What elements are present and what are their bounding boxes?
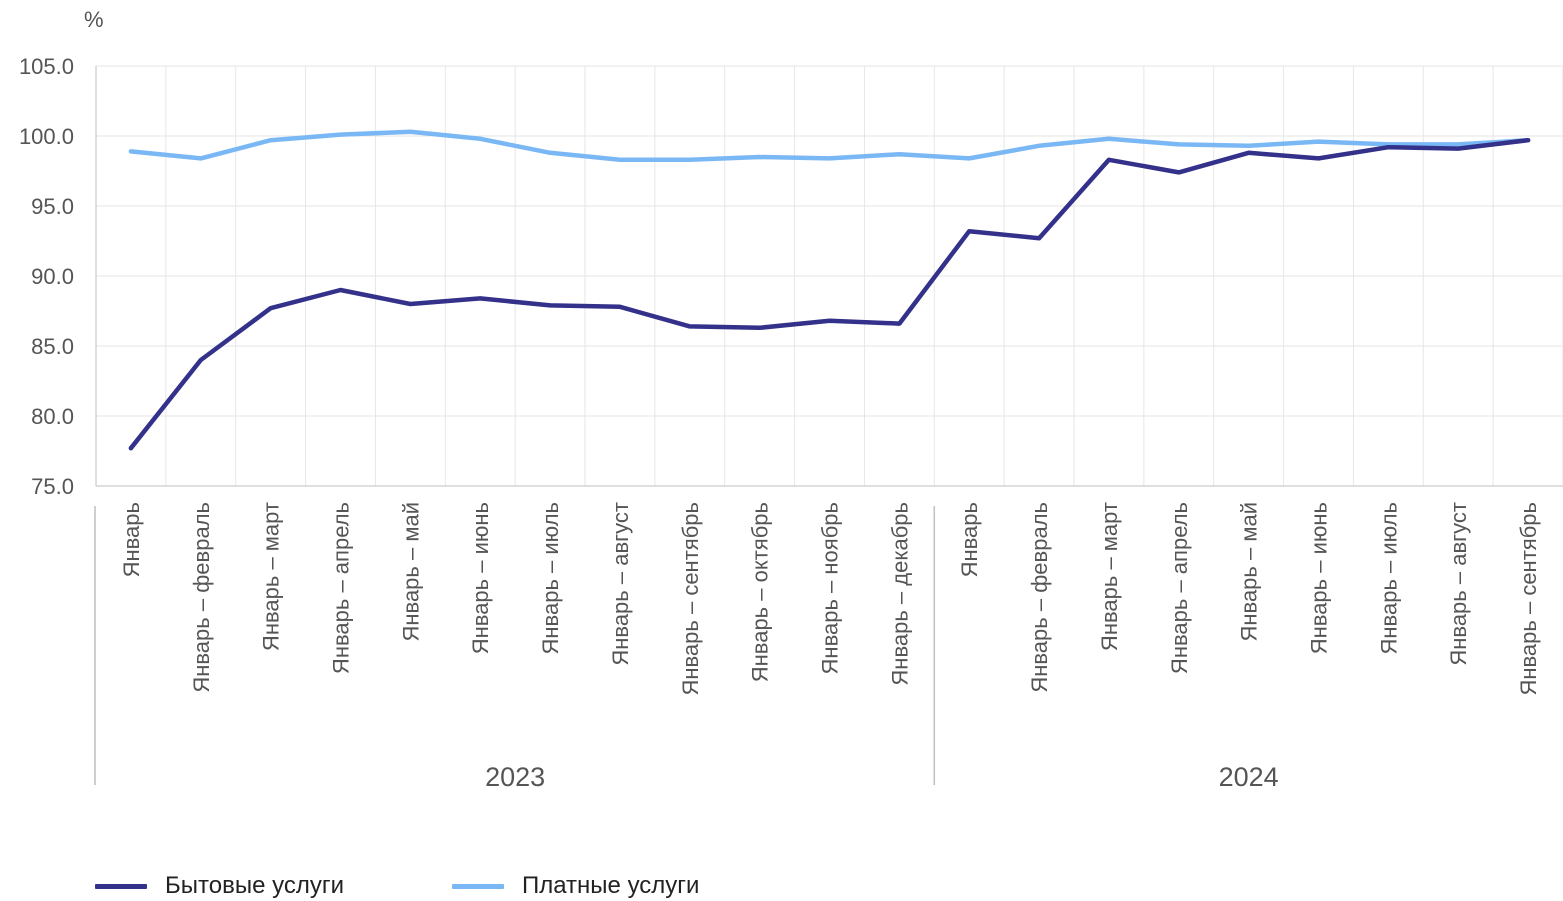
year-group-label: 2024 (1219, 762, 1279, 792)
x-tick-label: Январь – июнь (468, 502, 493, 654)
legend: Бытовые услуги Платные услуги (95, 872, 807, 900)
axes (94, 66, 1563, 785)
x-tick-label: Январь – декабрь (887, 502, 912, 686)
x-tick-label: Январь – август (1446, 502, 1471, 666)
y-tick-label: 75.0 (31, 474, 74, 499)
year-group-label: 2023 (485, 762, 545, 792)
x-tick-label: Январь – май (1237, 502, 1262, 642)
x-tick-label: Январь – май (398, 502, 423, 642)
y-tick-label: 80.0 (31, 404, 74, 429)
series-line-0 (128, 137, 1531, 451)
series-line-1 (128, 129, 1531, 163)
y-tick-label: 95.0 (31, 194, 74, 219)
legend-swatch-1 (451, 883, 504, 889)
x-tick-label: Январь – ноябрь (818, 502, 843, 674)
x-tick-label: Январь – июнь (1307, 502, 1332, 654)
x-tick-label: Январь (119, 502, 144, 577)
x-tick-label: Январь – сентябрь (678, 502, 703, 696)
x-axis-year-labels: 2023 2024 (485, 762, 1279, 792)
x-tick-label: Январь – март (1097, 502, 1122, 651)
y-tick-label: 85.0 (31, 334, 74, 359)
x-tick-label: Январь – март (259, 502, 284, 651)
x-tick-label: Январь – февраль (189, 502, 214, 693)
legend-label-0: Бытовые услуги (165, 872, 344, 899)
x-tick-label: Январь – сентябрь (1516, 502, 1541, 696)
legend-item-1: Платные услуги (451, 872, 700, 900)
x-tick-label: Январь – апрель (329, 502, 354, 674)
x-tick-label: Январь – июль (538, 502, 563, 654)
y-axis-tick-labels: 75.0 80.0 85.0 90.0 95.0 100.0 105.0 (19, 54, 74, 499)
horizontal-gridlines (96, 65, 1563, 487)
x-tick-label: Январь – август (608, 502, 633, 666)
x-tick-label: Январь (957, 502, 982, 577)
y-tick-label: 100.0 (19, 124, 74, 149)
legend-item-0: Бытовые услуги (95, 872, 344, 900)
x-tick-label: Январь – февраль (1027, 502, 1052, 693)
y-tick-label: 105.0 (19, 54, 74, 79)
x-tick-label: Январь – октябрь (748, 502, 773, 682)
y-tick-label: 90.0 (31, 264, 74, 289)
legend-swatch-0 (95, 883, 147, 889)
x-tick-label: Январь – апрель (1167, 502, 1192, 674)
series-lines (128, 129, 1531, 451)
x-axis-tick-labels: Январь Январь – февраль Январь – март Январ… (119, 502, 1541, 696)
y-axis-unit-label: % (84, 7, 104, 32)
legend-label-1: Платные услуги (521, 872, 700, 899)
x-tick-label: Январь – июль (1376, 502, 1401, 654)
